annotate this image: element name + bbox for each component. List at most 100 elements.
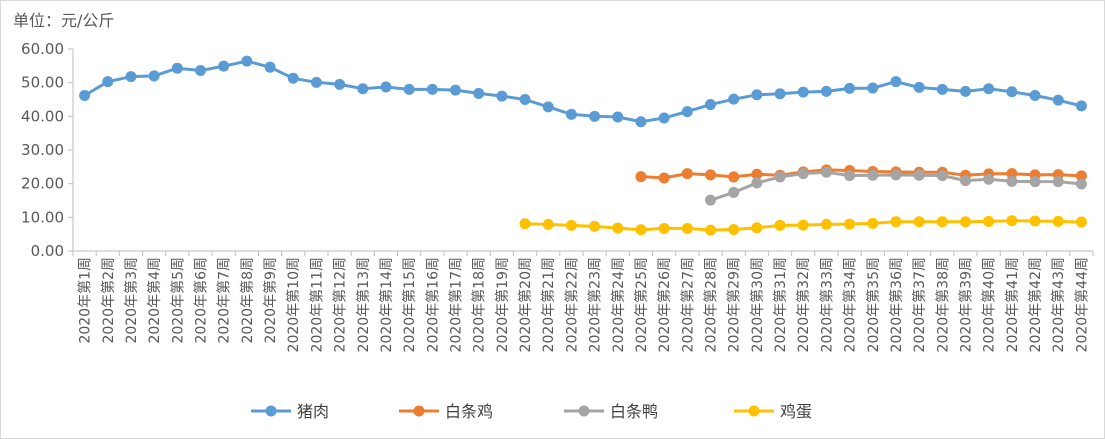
data-point	[728, 171, 740, 183]
data-point	[658, 172, 670, 184]
x-tick-label: 2020年第30周	[749, 257, 766, 352]
data-point	[658, 112, 670, 124]
data-point	[936, 83, 948, 95]
x-tick-label: 2020年第38周	[934, 257, 951, 352]
data-point	[705, 169, 716, 181]
x-tick-label: 2020年第12周	[332, 257, 349, 352]
data-point	[983, 173, 995, 185]
data-point	[1029, 215, 1041, 227]
data-point	[1052, 176, 1064, 188]
legend-item: 白条鸭	[564, 402, 658, 421]
data-point	[820, 85, 832, 97]
data-point	[983, 215, 995, 227]
x-tick-label: 2020年第8周	[239, 257, 256, 344]
x-tick-label: 2020年第43周	[1050, 257, 1067, 352]
y-axis: 0.00 10.00 20.00 30.00 40.00 50.00 60.00	[21, 40, 74, 260]
data-point	[913, 169, 925, 181]
data-point	[1075, 100, 1087, 112]
legend-label: 白条鸡	[445, 402, 493, 421]
legend-swatch-marker	[748, 405, 760, 417]
data-point	[519, 94, 531, 105]
data-point	[473, 87, 485, 99]
data-point	[728, 223, 740, 235]
x-tick-label: 2020年第27周	[679, 257, 696, 352]
x-tick-label: 2020年第5周	[169, 257, 186, 344]
data-point	[774, 219, 786, 231]
x-tick-label: 2020年第2周	[100, 257, 117, 344]
x-tick-label: 2020年第39周	[958, 257, 975, 352]
x-tick-label: 2020年第6周	[193, 257, 210, 344]
x-tick-label: 2020年第20周	[517, 257, 534, 352]
data-point	[936, 170, 948, 182]
data-point	[728, 93, 740, 105]
data-point	[681, 222, 693, 234]
data-point	[125, 71, 137, 83]
x-tick-label: 2020年第35周	[865, 257, 882, 352]
x-tick-label: 2020年第29周	[726, 257, 743, 352]
data-point	[380, 81, 392, 93]
data-point	[450, 84, 461, 96]
data-point	[681, 106, 693, 118]
x-tick-label: 2020年第24周	[610, 257, 627, 352]
y-tick-label: 40.00	[21, 107, 64, 125]
data-point	[496, 90, 508, 102]
x-tick-label: 2020年第15周	[401, 257, 418, 352]
x-tick-label: 2020年第34周	[842, 257, 859, 352]
data-point	[844, 82, 856, 94]
data-point	[612, 111, 624, 123]
data-point	[565, 108, 577, 120]
x-tick-label: 2020年第33周	[818, 257, 835, 352]
data-point	[542, 101, 554, 113]
data-point	[844, 170, 856, 182]
data-point	[426, 83, 438, 95]
data-point	[1006, 86, 1018, 98]
legend-label: 猪肉	[297, 402, 329, 421]
data-point	[705, 224, 716, 236]
data-point	[658, 222, 670, 234]
data-point	[936, 216, 948, 228]
x-tick-label: 2020年第41周	[1004, 257, 1021, 352]
data-point	[774, 171, 786, 183]
data-point	[960, 85, 971, 97]
data-point	[1075, 170, 1087, 182]
data-point	[844, 218, 856, 230]
legend-item: 猪肉	[251, 402, 329, 421]
x-tick-label: 2020年第7周	[216, 257, 233, 344]
data-point	[612, 222, 624, 234]
data-point	[635, 171, 647, 183]
data-point	[797, 168, 809, 180]
data-point	[890, 216, 902, 228]
data-point	[1006, 215, 1018, 227]
data-point	[867, 217, 879, 229]
data-point	[102, 76, 114, 88]
x-tick-label: 2020年第18周	[471, 257, 488, 352]
data-point	[890, 76, 902, 88]
x-tick-label: 2020年第44周	[1073, 257, 1090, 352]
data-point	[79, 89, 91, 101]
series-line	[83, 59, 1082, 124]
unit-label: 单位：元/公斤	[13, 11, 115, 30]
data-point	[171, 62, 183, 74]
data-point	[705, 99, 716, 111]
data-point	[867, 169, 879, 181]
y-tick-label: 0.00	[31, 242, 64, 260]
x-tick-label: 2020年第32周	[795, 257, 812, 352]
data-point	[774, 88, 786, 100]
x-tick-label: 2020年第14周	[378, 257, 395, 352]
data-point	[1075, 216, 1087, 228]
x-tick-label: 2020年第9周	[262, 257, 279, 344]
data-point	[960, 175, 971, 187]
data-point	[334, 78, 346, 90]
data-point	[635, 224, 647, 236]
y-tick-label: 10.00	[21, 208, 64, 226]
series-2	[705, 166, 1087, 206]
series-layer	[79, 55, 1087, 236]
data-point	[751, 222, 763, 234]
x-tick-label: 2020年第28周	[703, 257, 720, 352]
data-point	[820, 218, 832, 230]
x-tick-label: 2020年第31周	[772, 257, 789, 352]
data-point	[264, 61, 276, 73]
data-point	[403, 83, 415, 95]
data-point	[751, 89, 763, 101]
